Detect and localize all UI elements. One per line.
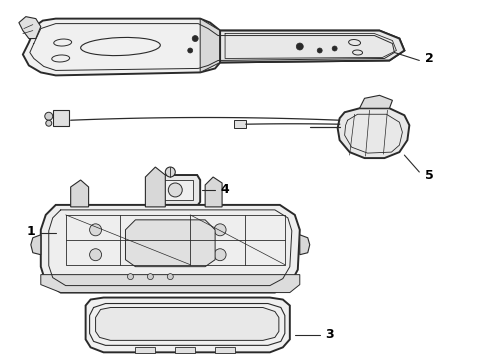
Circle shape xyxy=(149,249,161,261)
Polygon shape xyxy=(135,347,155,353)
Polygon shape xyxy=(200,19,220,72)
Polygon shape xyxy=(86,298,290,352)
Circle shape xyxy=(332,46,337,51)
Polygon shape xyxy=(220,31,404,62)
Circle shape xyxy=(192,36,198,41)
Polygon shape xyxy=(41,275,300,293)
Polygon shape xyxy=(175,347,195,353)
Polygon shape xyxy=(71,180,89,207)
Polygon shape xyxy=(19,17,41,39)
Polygon shape xyxy=(150,175,200,206)
Polygon shape xyxy=(125,220,215,267)
Polygon shape xyxy=(338,108,409,158)
Text: 3: 3 xyxy=(325,328,334,341)
Circle shape xyxy=(214,224,226,236)
Polygon shape xyxy=(300,235,310,255)
Polygon shape xyxy=(146,167,165,207)
Text: 4: 4 xyxy=(220,184,229,197)
Circle shape xyxy=(147,274,153,280)
Circle shape xyxy=(46,120,52,126)
Circle shape xyxy=(167,274,173,280)
Circle shape xyxy=(127,274,133,280)
Text: 5: 5 xyxy=(425,168,434,181)
Polygon shape xyxy=(53,110,69,126)
Text: 2: 2 xyxy=(425,52,434,65)
Polygon shape xyxy=(215,347,235,353)
Polygon shape xyxy=(96,307,279,340)
Circle shape xyxy=(90,224,101,236)
Text: 1: 1 xyxy=(26,225,35,238)
Circle shape xyxy=(149,224,161,236)
Polygon shape xyxy=(360,95,392,108)
Polygon shape xyxy=(31,235,41,255)
Polygon shape xyxy=(205,177,222,207)
Circle shape xyxy=(317,48,322,53)
Polygon shape xyxy=(23,19,404,75)
Circle shape xyxy=(214,249,226,261)
Polygon shape xyxy=(155,180,193,200)
Circle shape xyxy=(188,48,193,53)
Polygon shape xyxy=(234,120,246,128)
Polygon shape xyxy=(41,205,300,293)
Circle shape xyxy=(296,43,303,50)
Circle shape xyxy=(168,183,182,197)
Circle shape xyxy=(45,112,53,120)
Circle shape xyxy=(165,167,175,177)
Circle shape xyxy=(90,249,101,261)
